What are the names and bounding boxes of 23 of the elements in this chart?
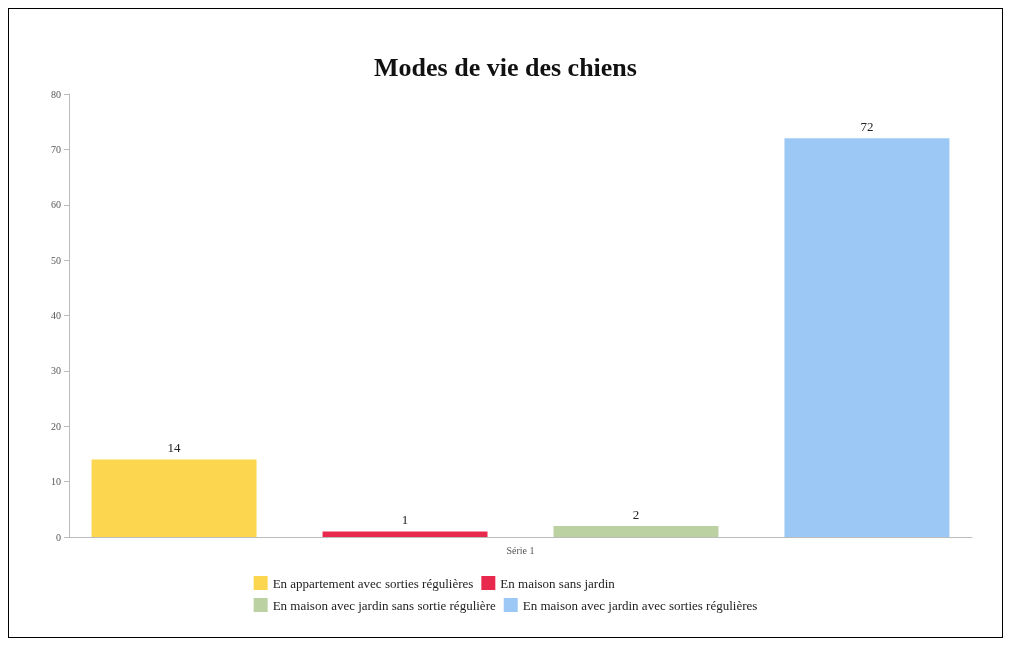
y-tick-label: 80 [51,88,61,100]
y-tick-label: 70 [51,143,61,155]
y-tick-label: 50 [51,254,61,266]
legend-label: En maison sans jardin [500,575,616,591]
y-tick-label: 30 [51,365,61,377]
data-label: 72 [860,119,874,135]
legend-label: En appartement avec sorties régulières [272,575,474,591]
bar [322,531,488,537]
bar [91,459,257,537]
data-label: 14 [167,440,182,456]
bar [784,138,950,537]
bar [553,525,719,537]
y-tick-label: 0 [56,531,61,543]
y-tick-label: 60 [51,199,61,211]
y-tick-label: 10 [51,476,61,488]
x-tick-label: Série 1 [506,544,535,556]
y-tick-label: 40 [51,310,61,321]
chart-title: Modes de vie des chiens [374,52,637,82]
legend-label: En maison avec jardin sans sortie régulière [272,597,496,613]
data-label: 1 [401,512,409,528]
y-tick-label: 20 [51,420,61,432]
legend-label: En maison avec jardin avec sorties régulières [522,597,758,613]
data-label: 2 [632,506,640,522]
